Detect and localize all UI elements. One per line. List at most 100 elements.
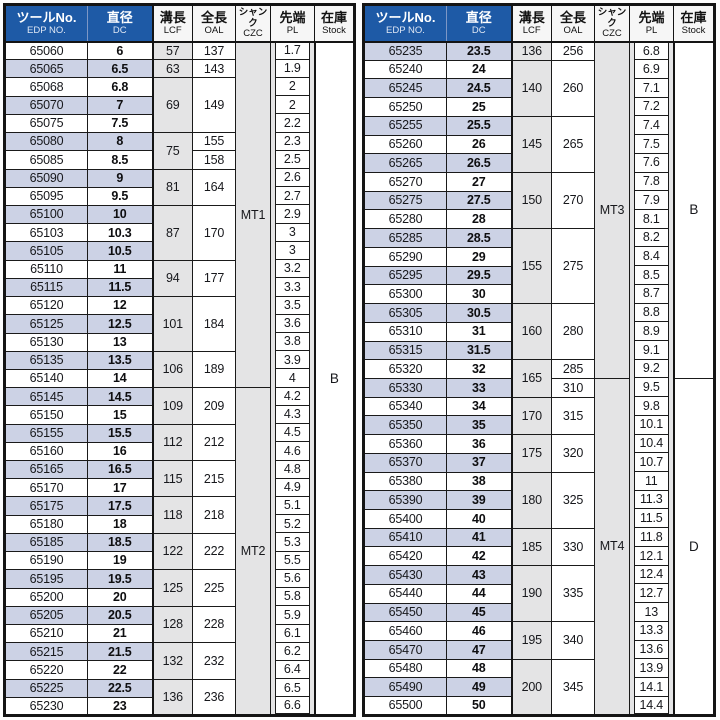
diameter-cell: 19 (87, 551, 154, 571)
table-row: 65110 11 94 177 3.2 (4, 259, 355, 298)
table-body-left: 65060 6 57 137 MT1 1.7 B 65065 6.5 63 143 1.9 65068 6… (4, 40, 355, 717)
overall-length-cell: 345 (551, 658, 595, 716)
point-length-value: 2.6 (275, 169, 310, 188)
point-length-value: 11 (634, 472, 669, 491)
point-length-value: 11.5 (634, 509, 669, 529)
edp-cell: 65205 (4, 605, 88, 626)
column-header-overall-length: 全長 OAL (192, 4, 236, 43)
point-length-cell: 4.8 (270, 460, 316, 479)
column-header-tool-no: ツールNo. EDP NO. (363, 4, 447, 43)
edp-cell: 65095 (4, 186, 88, 206)
overall-length-cell: 265 (551, 115, 595, 174)
flute-length-cell: 109 (152, 387, 193, 425)
edp-cell: 65430 (363, 565, 447, 585)
flute-length-cell: 140 (511, 59, 552, 117)
diameter-cell: 6.5 (87, 59, 154, 79)
point-length-cell: 12.1 (629, 546, 675, 566)
table-row: 65095 9.5 2.7 (4, 186, 355, 206)
column-header-point-length: 先端 PL (270, 4, 315, 43)
flute-length-cell: 155 (511, 228, 552, 305)
diameter-cell: 16.5 (87, 460, 154, 480)
point-length-cell: 7.4 (629, 116, 675, 136)
table-row: 65080 8 75 155 2.3 (4, 132, 355, 170)
point-length-cell: 2.2 (270, 114, 316, 133)
table-row: 65260 26 7.5 (363, 134, 715, 155)
column-header-en: PL (645, 24, 658, 36)
edp-cell: 65275 (363, 190, 447, 211)
point-length-cell: 7.5 (629, 135, 675, 154)
column-header-en: Stock (681, 24, 706, 36)
point-length-cell: 8.1 (629, 209, 675, 229)
flute-length-cell: 81 (152, 168, 193, 206)
table-row: 65065 6.5 63 143 1.9 (4, 59, 355, 79)
table-row: 65075 7.5 2.2 (4, 113, 355, 134)
flute-length-cell: 165 (511, 359, 552, 398)
point-length-value: 8.1 (634, 209, 669, 229)
diameter-cell: 19.5 (87, 569, 154, 589)
point-length-value: 1.9 (275, 59, 310, 78)
point-length-cell: 7.2 (629, 97, 675, 117)
column-header-en: CZC (243, 28, 263, 40)
edp-cell: 65200 (4, 587, 88, 607)
point-length-value: 8.5 (634, 266, 669, 285)
column-header-en: DC (471, 24, 486, 36)
point-length-value: 13 (634, 603, 669, 622)
diameter-cell: 26.5 (446, 153, 513, 174)
column-header-point-length: 先端 PL (629, 4, 674, 43)
edp-cell: 65080 (4, 132, 88, 152)
point-length-cell: 4.9 (270, 478, 316, 497)
point-length-value: 2.5 (275, 150, 310, 170)
flute-length-cell: 106 (152, 350, 193, 389)
point-length-cell: 9.2 (629, 359, 675, 379)
point-length-cell: 8.8 (629, 303, 675, 323)
point-length-cell: 9.5 (629, 378, 675, 398)
edp-cell: 65165 (4, 460, 88, 480)
point-length-value: 4.3 (275, 405, 310, 425)
edp-cell: 65100 (4, 204, 88, 225)
table-row: 65195 19.5 125 225 5.6 (4, 569, 355, 607)
point-length-cell: 6.4 (270, 660, 316, 680)
edp-cell: 65370 (363, 452, 447, 473)
edp-cell: 65130 (4, 332, 88, 352)
point-length-cell: 2 (270, 77, 316, 97)
diameter-cell: 7 (87, 95, 154, 115)
column-header-en: Stock (322, 24, 346, 36)
diameter-cell: 49 (446, 677, 513, 698)
flute-length-cell: 57 (152, 40, 193, 61)
point-length-cell: 7.6 (629, 153, 675, 173)
point-length-cell: 8.7 (629, 284, 675, 304)
table-row: 65100 10 87 170 2.9 (4, 204, 355, 261)
column-header-en: OAL (563, 24, 583, 36)
edp-cell: 65360 (363, 434, 447, 454)
diameter-cell: 12.5 (87, 314, 154, 334)
edp-cell: 65300 (363, 284, 447, 305)
point-length-cell: 6.1 (270, 624, 316, 643)
overall-length-cell: 260 (551, 59, 595, 117)
point-length-value: 12.7 (634, 584, 669, 604)
point-length-cell: 5.2 (270, 515, 316, 534)
diameter-cell: 9 (87, 168, 154, 188)
flute-length-cell: 115 (152, 460, 193, 498)
table-row: 65410 41 185 330 11.8 (363, 527, 715, 567)
point-length-cell: 6.8 (629, 41, 675, 61)
point-length-cell: 13.3 (629, 621, 675, 641)
table-row: 65205 20.5 128 228 5.9 (4, 605, 355, 644)
table-row: 65125 12.5 3.6 (4, 314, 355, 334)
point-length-value: 5.9 (275, 606, 310, 625)
table-row: 65480 48 200 345 13.9 (363, 658, 715, 716)
diameter-cell: 21 (87, 623, 154, 644)
point-length-cell: 3.5 (270, 296, 316, 315)
overall-length-cell: 155 (192, 132, 236, 152)
table-row: 65175 17.5 118 218 5.1 (4, 496, 355, 534)
point-length-value: 8.2 (634, 228, 669, 248)
diameter-cell: 20.5 (87, 605, 154, 626)
diameter-cell: 24 (446, 59, 513, 80)
table-row: 65390 39 11.3 (363, 490, 715, 510)
column-header-shank: シャンク CZC (594, 4, 630, 43)
column-header-ja: 直径 (465, 10, 492, 26)
edp-cell: 65060 (4, 40, 88, 61)
table-row: 65115 11.5 3.3 (4, 277, 355, 298)
table-row: 65305 30.5 160 280 8.8 (363, 303, 715, 361)
point-length-cell: 7.8 (629, 172, 675, 192)
